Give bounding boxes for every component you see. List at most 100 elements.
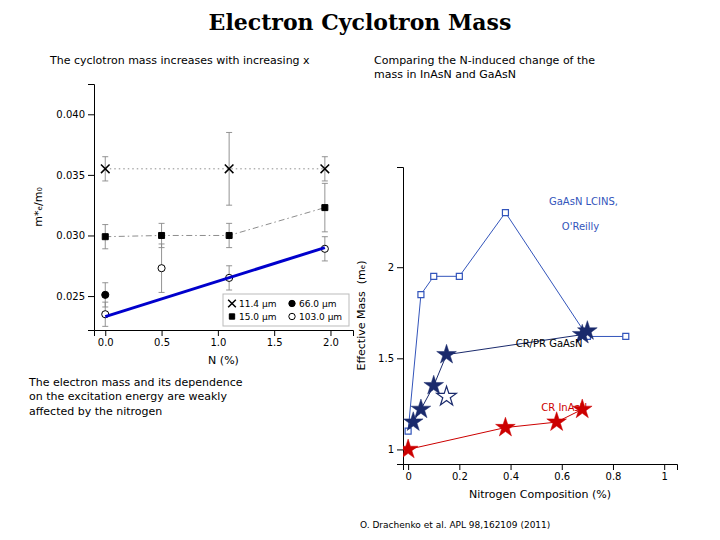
legend-item: 66.0 μm xyxy=(289,299,337,309)
marker xyxy=(424,375,444,394)
note: O. Drachenko et al. APL 98,162109 (2011) xyxy=(360,520,550,530)
tick: 2.0 xyxy=(323,330,339,348)
annotation: O'Reilly xyxy=(562,222,600,233)
x-axis: 0.0 0.5 1.0 1.5 2.0 xyxy=(95,330,354,348)
tick: 0.4 xyxy=(503,464,519,482)
series xyxy=(437,386,457,405)
note-line: mass in InAsN and GaAsN xyxy=(374,68,516,81)
annotation: GaAsN LCINS, xyxy=(549,196,618,207)
tick: 0.0 xyxy=(98,330,114,348)
legend-label: 15.0 μm xyxy=(239,312,276,322)
series xyxy=(403,399,592,458)
plot: 0.00.51.01.52.00.0250.0300.0350.040N (%)… xyxy=(32,85,354,368)
tick-label: 0.030 xyxy=(56,230,85,241)
error-bar xyxy=(226,223,232,247)
tick-label: 1.5 xyxy=(267,337,283,348)
tick: 0.2 xyxy=(452,464,468,482)
tick: 0.040 xyxy=(56,109,94,120)
tick: 1.0 xyxy=(210,330,226,348)
note-line: affected by the nitrogen xyxy=(29,405,162,418)
legend-item: 11.4 μm xyxy=(228,299,276,309)
series-line xyxy=(105,248,325,317)
legend-marker xyxy=(289,300,295,306)
tick-mark xyxy=(88,296,94,297)
tick-label: 0.5 xyxy=(154,337,170,348)
tick-label: 0.035 xyxy=(56,170,85,181)
marker xyxy=(411,399,431,418)
tick-mark xyxy=(459,464,460,470)
axis-line xyxy=(95,331,354,337)
marker xyxy=(437,344,457,363)
marker xyxy=(578,321,598,340)
axis-line xyxy=(88,85,95,331)
error-bar xyxy=(322,183,328,231)
tick-label: 1.0 xyxy=(210,337,226,348)
tick-mark xyxy=(664,464,665,470)
marker xyxy=(418,292,424,298)
marker xyxy=(226,232,232,238)
tick-mark xyxy=(330,330,331,336)
note-line: O. Drachenko et al. APL 98,162109 (2011) xyxy=(360,520,550,530)
tick-mark xyxy=(397,358,403,359)
annotation-line: CR/PR GaAsN xyxy=(516,338,583,349)
y-axis: 0.025 0.030 0.035 0.040 xyxy=(56,85,94,331)
marker xyxy=(547,412,567,431)
legend-item: 103.0 μm xyxy=(289,312,342,322)
tick-mark xyxy=(408,464,409,470)
tick: 0.025 xyxy=(56,291,94,302)
series-line xyxy=(105,208,325,237)
chart-svg: 0.00.51.01.52.00.0250.0300.0350.040N (%)… xyxy=(0,0,720,540)
series xyxy=(405,210,629,435)
tick-mark xyxy=(397,449,403,450)
marker xyxy=(437,386,457,405)
legend-marker xyxy=(228,300,236,308)
tick-label: 1 xyxy=(662,471,668,482)
tick-label: 0.2 xyxy=(452,471,468,482)
tick-label: 0.025 xyxy=(56,291,85,302)
tick-mark xyxy=(105,330,106,336)
marker xyxy=(159,232,165,238)
series xyxy=(403,321,597,431)
tick: 0.035 xyxy=(56,170,94,181)
tick-label: 0.6 xyxy=(554,471,570,482)
annotation-line: CR InAsN xyxy=(541,402,587,413)
marker xyxy=(502,210,508,216)
legend-box xyxy=(223,294,349,326)
tick-label: 2 xyxy=(388,262,394,273)
y-axis: 11.52 xyxy=(378,168,403,465)
note-line: The electron mass and its dependence xyxy=(28,376,243,389)
series-line xyxy=(408,409,582,449)
tick-mark xyxy=(162,330,163,336)
x-axis: 00.20.40.60.81 xyxy=(404,464,678,482)
tick-label: 1.5 xyxy=(378,353,394,364)
plot: 00.20.40.60.8111.52Nitrogen Composition … xyxy=(355,168,678,502)
tick: 1 xyxy=(388,444,403,455)
tick: 0.6 xyxy=(554,464,570,482)
y-axis-title: m*ₑ/m₀ xyxy=(32,187,45,227)
tick: 1.5 xyxy=(267,330,283,348)
tick-label: 0 xyxy=(405,471,411,482)
series-line xyxy=(413,331,587,422)
error-bar xyxy=(102,302,108,326)
tick-mark xyxy=(88,114,94,115)
tick-label: 0.0 xyxy=(98,337,114,348)
legend-label: 103.0 μm xyxy=(299,312,342,322)
tick-mark xyxy=(218,330,219,336)
marker xyxy=(102,234,108,240)
tick: 0.030 xyxy=(56,230,94,241)
tick-mark xyxy=(613,464,614,470)
subtitle-line: The cyclotron mass increases with increa… xyxy=(49,54,310,67)
error-bar xyxy=(102,225,108,249)
note: Comparing the N-induced change of themas… xyxy=(374,54,595,81)
tick-label: 0.4 xyxy=(503,471,519,482)
tick-mark xyxy=(562,464,563,470)
tick-label: 0.040 xyxy=(56,109,85,120)
error-bar xyxy=(159,244,165,292)
tick-label: 1 xyxy=(388,444,394,455)
tick: 2 xyxy=(388,262,403,273)
marker xyxy=(101,165,110,174)
marker xyxy=(496,417,516,436)
tick-mark xyxy=(511,464,512,470)
legend-label: 66.0 μm xyxy=(299,299,336,309)
annotation-line: GaAsN LCINS, xyxy=(549,196,618,207)
